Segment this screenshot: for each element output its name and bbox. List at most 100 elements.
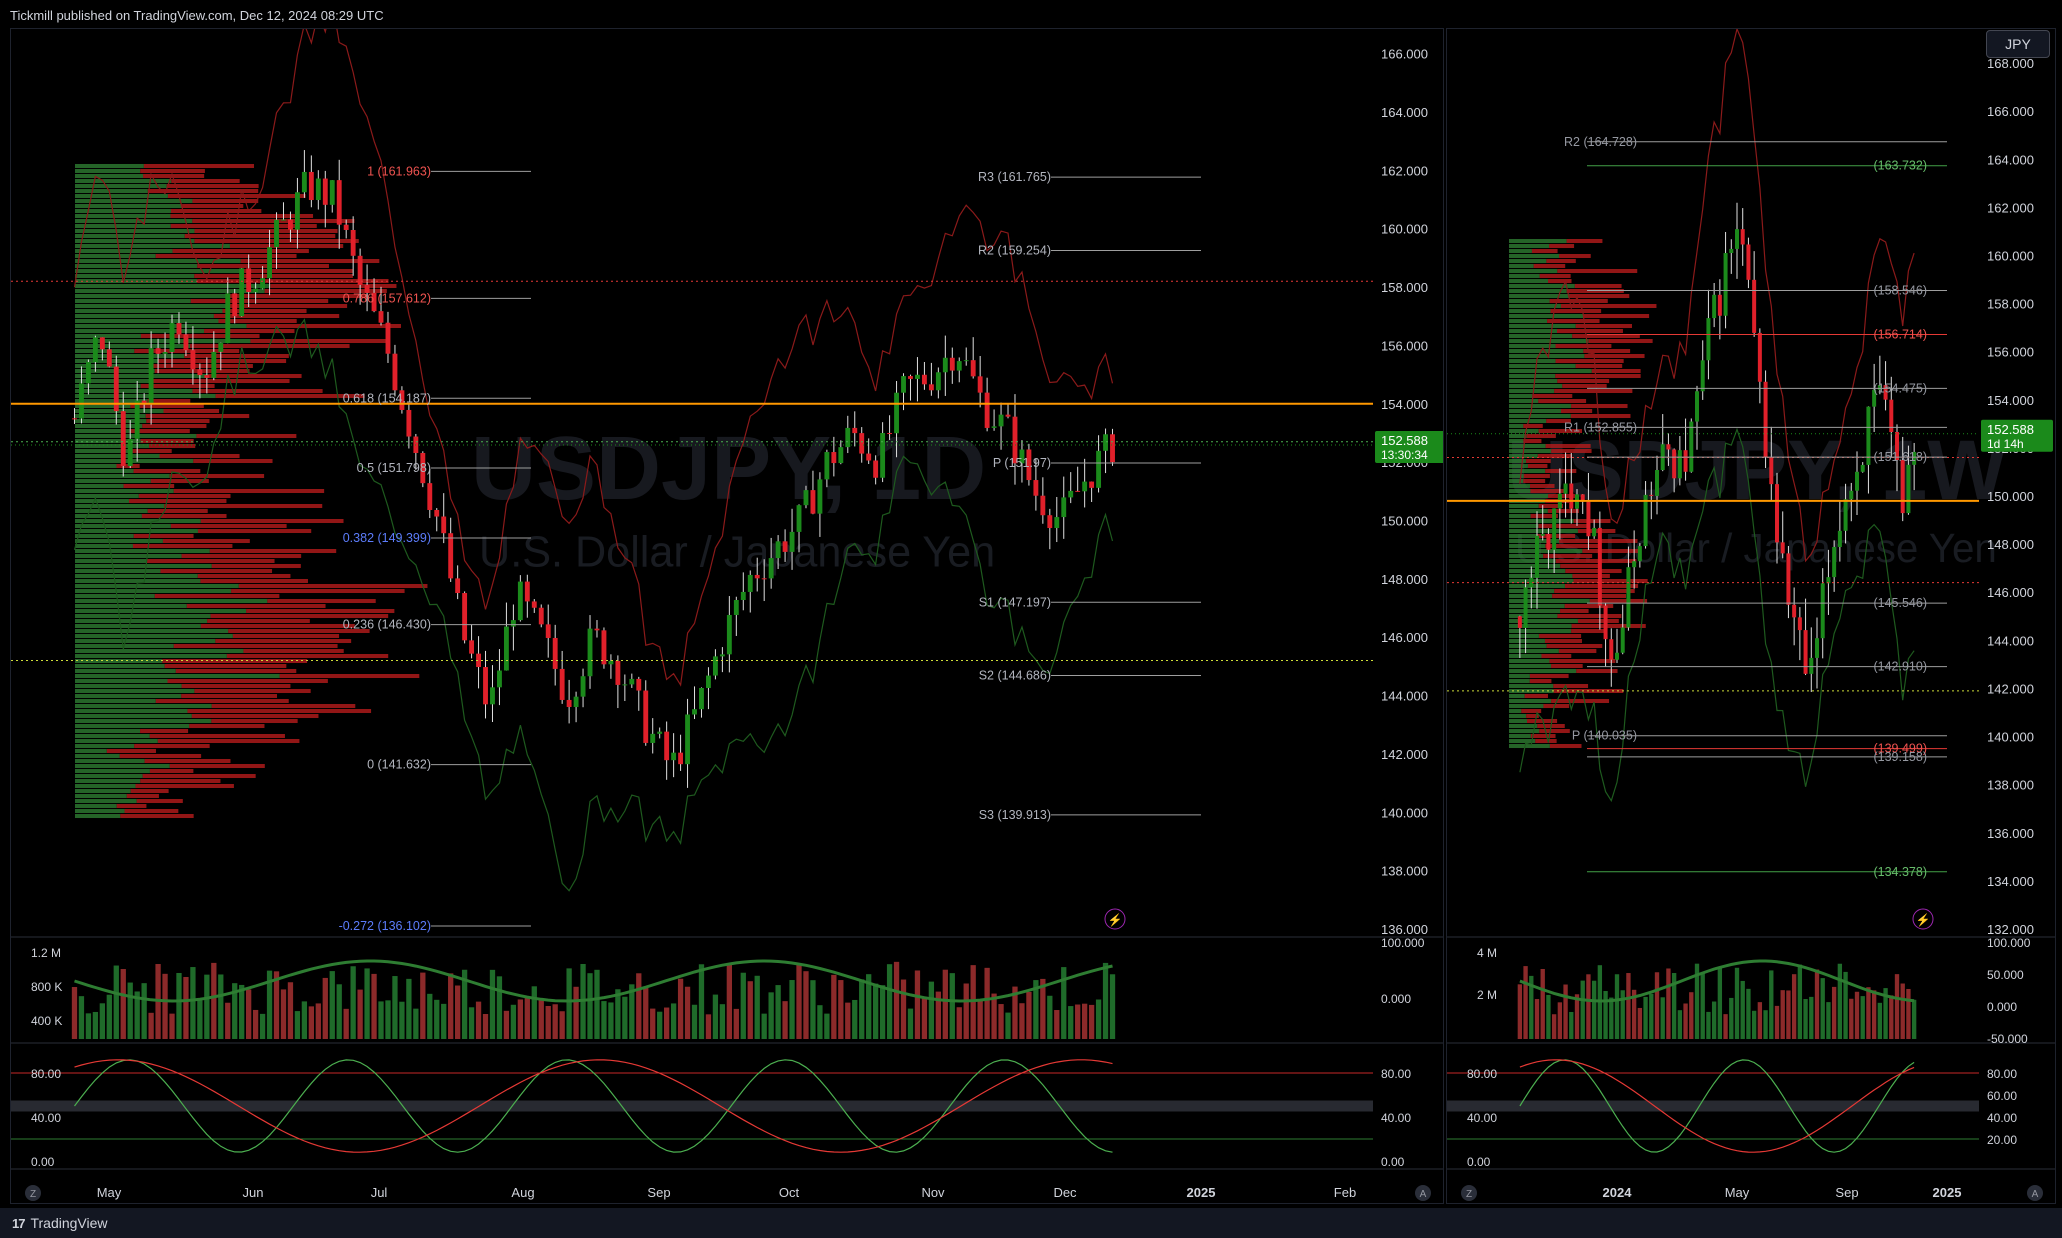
level-label: R2 (159.254) <box>978 243 1051 257</box>
candle-body <box>824 452 830 480</box>
upper-band-line <box>1519 27 1915 563</box>
volume-profile-bar-down <box>169 474 265 478</box>
volume-profile-bar-down <box>1555 559 1637 563</box>
volume-profile-bar-down <box>162 659 308 663</box>
volume-profile-bar-down <box>1557 329 1623 333</box>
candle-body <box>852 427 858 434</box>
volume-bar <box>1694 963 1700 1039</box>
volume-profile-bar-down <box>1554 389 1633 393</box>
volume-profile-bar-down <box>250 339 389 343</box>
volume-profile-bar-up <box>75 494 139 498</box>
oscillator-line <box>74 959 1113 1003</box>
volume-bar <box>120 969 126 1039</box>
stoch-band <box>11 1100 1373 1112</box>
daily-chart-panel[interactable]: USDJPY, 1D U.S. Dollar / Japanese Yen 166.… <box>10 1 1447 1204</box>
volume-profile-bar-up <box>1509 574 1573 578</box>
volume-profile-bar-down <box>1571 404 1628 408</box>
volume-bar <box>1906 988 1911 1039</box>
volume-profile-bar-up <box>1509 259 1547 263</box>
volume-bar <box>1889 995 1894 1039</box>
volume-bar <box>935 991 941 1039</box>
volume-profile-bar-down <box>119 754 202 758</box>
volume-bar <box>239 984 245 1039</box>
volume-profile-bar-up <box>75 179 172 183</box>
candle-body <box>357 255 363 285</box>
volume-bar <box>1075 1004 1081 1039</box>
volume-profile-bar-up <box>75 794 127 798</box>
volume-profile-bar-up <box>75 589 232 593</box>
candle-body <box>1615 652 1619 660</box>
volume-profile-bar-up <box>1509 654 1542 658</box>
lightning-glyph: ⚡ <box>1108 913 1123 927</box>
level-label: 0 (141.632) <box>367 758 431 772</box>
stoch-line <box>1519 1059 1915 1153</box>
candle-body <box>281 219 286 221</box>
volume-profile-bar-up <box>75 739 158 743</box>
volume-profile-bar-down <box>157 739 300 743</box>
volume-bar <box>1551 1014 1557 1039</box>
zoom-icon: Z <box>30 1189 36 1200</box>
daily-chart[interactable]: USDJPY, 1D U.S. Dollar / Japanese Yen 166.… <box>11 1 1447 1203</box>
volume-profile-bar-up <box>1509 489 1531 493</box>
volume-profile-bar-up <box>1509 579 1574 583</box>
oscillator-axis-label: 0.000 <box>1987 1000 2017 1014</box>
tradingview-brand[interactable]: 17 TradingView <box>12 1215 108 1231</box>
candle-body <box>1866 406 1871 465</box>
volume-profile-bar-up <box>1509 679 1530 683</box>
volume-bar <box>1826 1002 1831 1039</box>
candle-body <box>810 490 816 514</box>
volume-profile-bar-down <box>211 704 356 708</box>
volume-bar <box>873 983 879 1039</box>
candle-body <box>1723 253 1728 316</box>
weekly-chart-panel[interactable]: USDJPY, 1W U.S. Dollar / Japanese Yen 168.… <box>1446 27 2056 1204</box>
candle-body <box>1672 449 1677 479</box>
candle-body <box>406 409 412 437</box>
volume-profile-bar-down <box>128 499 227 503</box>
volume-bar <box>608 1002 614 1039</box>
volume-profile-bar-up <box>75 304 227 308</box>
volume-bar <box>1746 988 1751 1039</box>
volume-profile-bar-up <box>75 709 188 713</box>
currency-button[interactable]: JPY <box>1986 30 2050 58</box>
volume-bar <box>552 1004 558 1039</box>
volume-profile-bar-up <box>1509 474 1524 478</box>
weekly-chart[interactable]: USDJPY, 1WU.S. Dollar / Japanese Yen168.… <box>1447 27 2055 1203</box>
candle-body <box>580 676 586 697</box>
candle-body <box>1586 501 1591 537</box>
volume-profile-bar-up <box>1509 649 1559 653</box>
candle-body <box>608 660 614 665</box>
volume-profile-bar-down <box>1538 399 1587 403</box>
volume-profile-bar-down <box>209 549 337 553</box>
price-tick-label: 162.000 <box>1381 163 1428 178</box>
volume-bar <box>280 989 287 1039</box>
stoch-line <box>74 1059 1113 1153</box>
volume-bar <box>1740 980 1745 1039</box>
volume-profile-bar-up <box>75 424 143 428</box>
volume-profile-bar-up <box>75 509 148 513</box>
price-tick-label: 164.000 <box>1987 152 2034 167</box>
level-label: S2 (144.686) <box>979 669 1051 683</box>
volume-profile-bar-down <box>172 249 309 253</box>
volume-bar <box>691 1004 698 1039</box>
volume-profile-bar-up <box>1509 359 1556 363</box>
volume-profile-bar-up <box>1509 299 1550 303</box>
candle-body <box>169 323 175 353</box>
volume-bar <box>615 989 621 1039</box>
volume-bar <box>127 982 133 1039</box>
volume-profile-bar-up <box>75 199 193 203</box>
volume-profile-bar-up <box>75 164 144 168</box>
volume-bar <box>817 1005 823 1039</box>
volume-profile-bar-up <box>75 309 223 313</box>
volume-profile-bar-down <box>1545 469 1577 473</box>
volume-profile-bar-down <box>1539 274 1571 278</box>
volume-profile-bar-up <box>75 169 141 173</box>
volume-bar <box>670 1003 677 1039</box>
time-tick-label: 2025 <box>1187 1185 1216 1200</box>
price-tick-label: 138.000 <box>1987 778 2034 793</box>
volume-bar <box>984 967 990 1039</box>
volume-bar <box>622 996 628 1039</box>
level-label: 1 (161.963) <box>367 164 431 178</box>
volume-bar <box>629 984 635 1039</box>
volume-profile-bar-down <box>192 389 323 393</box>
volume-bar <box>204 974 210 1039</box>
